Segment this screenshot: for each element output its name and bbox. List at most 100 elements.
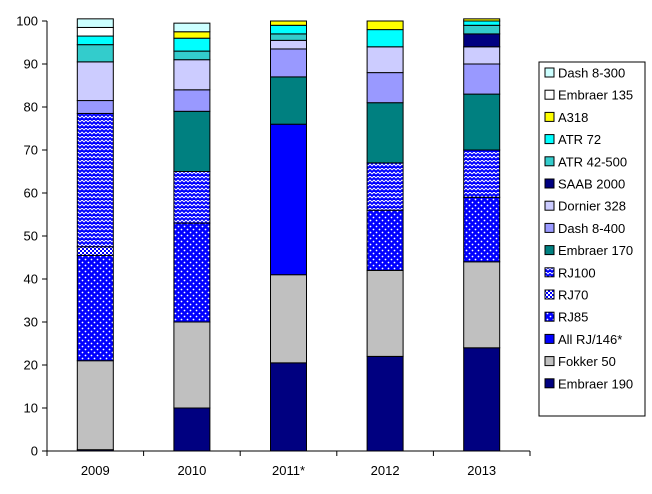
y-tick-label: 0 — [31, 444, 38, 459]
legend-label-rj70: RJ70 — [558, 288, 588, 303]
legend-label-embraer-170: Embraer 170 — [558, 243, 633, 258]
bar-segment-a318-2011 — [270, 20, 307, 26]
legend-swatch-atr-42-500 — [544, 156, 555, 167]
x-tick-label: 2011* — [272, 463, 305, 478]
legend-swatch-rj100 — [544, 267, 555, 278]
bar-segment-embraer-170-2013 — [463, 93, 501, 151]
y-tick-label: 30 — [24, 315, 38, 330]
bar-segment-a318-2010 — [173, 31, 211, 39]
legend-swatch-embraer-170 — [544, 245, 555, 256]
legend-swatch-dornier-328 — [544, 200, 555, 211]
bar-segment-atr-72-2009 — [76, 35, 114, 46]
bar-segment-fokker-50-2009 — [76, 360, 114, 451]
bar-segment-fokker-50-2010 — [173, 321, 211, 409]
y-tick-label: 90 — [24, 57, 38, 72]
bar-segment-dash-8-400-2010 — [173, 89, 211, 112]
bar-segment-atr-42-500-2009 — [76, 44, 114, 63]
bar-segment-fokker-50-2013 — [463, 261, 501, 349]
y-tick-label: 80 — [24, 100, 38, 115]
bar-segment-rj85-2010 — [173, 222, 211, 323]
bar-segment-dornier-328-2009 — [76, 61, 114, 102]
legend-label-all-rj-146: All RJ/146* — [558, 332, 622, 347]
legend-label-saab-2000: SAAB 2000 — [558, 177, 625, 192]
bar-segment-dash-8-400-2012 — [366, 72, 404, 104]
bar-segment-embraer-190-2011 — [270, 362, 307, 452]
bar-segment-embraer-170-2011 — [270, 76, 307, 125]
bar-segment-all-rj-146--2011 — [270, 123, 307, 276]
legend-swatch-rj85 — [544, 311, 555, 322]
legend-swatch-rj70 — [544, 289, 555, 300]
bar-segment-dornier-328-2012 — [366, 46, 404, 74]
bar-segment-embraer-135-2009 — [76, 26, 114, 37]
legend-label-rj100: RJ100 — [558, 265, 596, 280]
legend-label-fokker-50: Fokker 50 — [558, 354, 616, 369]
legend-swatch-all-rj-146 — [544, 333, 555, 344]
y-tick-label: 100 — [16, 14, 38, 29]
bar-segment-embraer-190-2010 — [173, 407, 211, 452]
bar-segment-rj85-2012 — [366, 209, 404, 271]
bar-segment-a318-2013 — [463, 18, 501, 22]
bar-segment-rj100-2010 — [173, 171, 211, 224]
legend-swatch-saab-2000 — [544, 178, 555, 189]
y-tick-label: 10 — [24, 401, 38, 416]
bar-segment-a318-2012 — [366, 20, 404, 31]
bar-segment-dash-8-300-2009 — [76, 18, 114, 28]
y-tick-label: 20 — [24, 358, 38, 373]
bar-segment-rj70-2009 — [76, 246, 114, 256]
y-tick-label: 40 — [24, 272, 38, 287]
bar-segment-dornier-328-2010 — [173, 59, 211, 91]
bar-segment-atr-42-500-2010 — [173, 50, 211, 61]
y-tick-label: 70 — [24, 143, 38, 158]
legend-label-dornier-328: Dornier 328 — [558, 199, 626, 214]
y-tick-label: 50 — [24, 229, 38, 244]
legend-swatch-dash-8-400 — [544, 222, 555, 233]
bar-segment-embraer-170-2010 — [173, 110, 211, 173]
bar-segment-atr-42-500-2013 — [463, 24, 501, 35]
bar-segment-fokker-50-2011 — [270, 274, 307, 364]
x-tick-label: 2012 — [371, 463, 400, 478]
legend-label-embraer-190: Embraer 190 — [558, 376, 633, 391]
bar-segment-embraer-190-2013 — [463, 347, 501, 452]
bar-segment-atr-72-2010 — [173, 37, 211, 52]
legend-swatch-a318 — [544, 111, 555, 122]
bar-segment-rj85-2009 — [76, 254, 114, 362]
legend-label-dash-8-400: Dash 8-400 — [558, 221, 625, 236]
legend-swatch-embraer-190 — [544, 378, 555, 389]
bar-segment-fokker-50-2012 — [366, 269, 404, 357]
x-tick-label: 2010 — [177, 463, 206, 478]
bar-segment-dash-8-400-2011 — [270, 48, 307, 78]
bars — [76, 18, 501, 452]
legend-label-atr-72: ATR 72 — [558, 132, 601, 147]
bar-segment-atr-72-2011 — [270, 24, 307, 35]
bar-segment-dash-8-300-2010 — [173, 22, 211, 33]
bar-segment-rj100-2009 — [76, 112, 114, 248]
axes: 0 10 20 30 40 50 60 70 80 90 100 2009 2010 2011* 2012 2… — [16, 14, 531, 478]
x-tick-label: 2009 — [81, 463, 110, 478]
legend-swatch-fokker-50 — [544, 356, 555, 367]
bar-segment-embraer-170-2012 — [366, 102, 404, 164]
legend-label-rj85: RJ85 — [558, 310, 588, 325]
bar-segment-rj100-2012 — [366, 162, 404, 211]
legend-swatch-dash-8-300 — [544, 67, 555, 78]
legend-label-embraer-135: Embraer 135 — [558, 88, 633, 103]
bar-segment-rj100-2013 — [463, 149, 501, 198]
legend-label-dash-8-300: Dash 8-300 — [558, 66, 625, 81]
bar-segment-dash-8-400-2013 — [463, 63, 501, 95]
bar-segment-dornier-328-2011 — [270, 39, 307, 50]
x-tick-label: 2013 — [467, 463, 496, 478]
y-tick-label: 60 — [24, 186, 38, 201]
bar-segment-atr-72-2012 — [366, 29, 404, 48]
bar-segment-embraer-190-2012 — [366, 355, 404, 452]
bar-segment-rj85-2013 — [463, 196, 501, 263]
legend-box — [538, 61, 646, 417]
legend-swatch-atr-72 — [544, 134, 555, 145]
legend-label-a318: A318 — [558, 110, 588, 125]
bar-segment-atr-42-500-2011 — [270, 33, 307, 41]
legend: Dash 8-300 Embraer 135 A318 ATR 72 ATR 42-50… — [538, 61, 646, 417]
bar-segment-dash-8-400-2009 — [76, 100, 114, 114]
bar-segment-atr-72-2013 — [463, 20, 501, 26]
legend-swatch-embraer-135 — [544, 89, 555, 100]
legend-label-atr-42-500: ATR 42-500 — [558, 154, 627, 169]
bar-segment-dornier-328-2013 — [463, 46, 501, 65]
